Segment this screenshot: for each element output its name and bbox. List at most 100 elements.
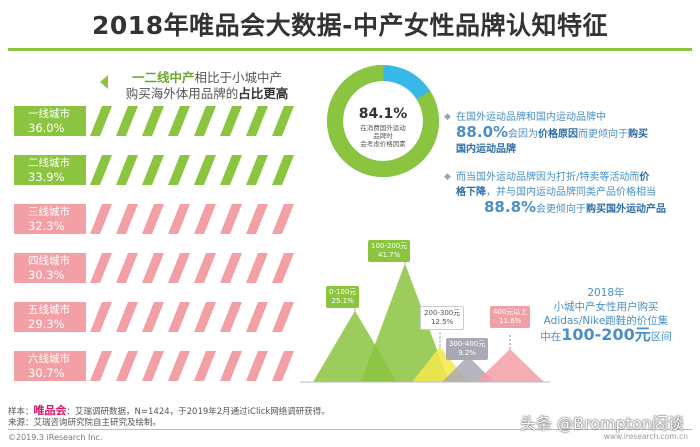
stripe xyxy=(90,106,112,136)
donut-center: 84.1% 在消费国外运动 品牌时 会考虑价格因素 xyxy=(338,106,428,148)
headline-part3: 购买海外体用品牌的 xyxy=(125,86,239,101)
price-peak xyxy=(476,349,544,382)
note1-mid1: 会因为 xyxy=(508,129,539,140)
stripe xyxy=(246,302,268,332)
city-box: 四线城市 30.3% xyxy=(14,253,86,283)
stripe xyxy=(142,106,164,136)
stripe xyxy=(220,351,242,381)
city-row: 三线城市 32.3% xyxy=(14,204,296,234)
price-category: 100-200元 xyxy=(371,242,408,250)
stripe xyxy=(220,302,242,332)
chart-summary: 2018年 小城中产女性用户购买 Adidas/Nike跑鞋的价位集 中在100… xyxy=(522,286,690,344)
stripe xyxy=(272,253,294,283)
price-label: 300-400元 9.2% xyxy=(446,338,489,360)
city-label: 四线城市 xyxy=(28,255,70,267)
stripe xyxy=(194,302,216,332)
city-row: 四线城市 30.3% xyxy=(14,253,296,283)
city-value: 32.3% xyxy=(28,219,65,233)
note2-bold2: 格下降 xyxy=(456,187,486,198)
site-url: www.iresearch.com.cn xyxy=(603,432,688,441)
footer-source-text: 来源：艾瑞咨询研究院自主研究及绘制。 xyxy=(8,418,162,428)
diamond-bullet-icon: ◆ xyxy=(444,172,451,182)
price-value: 41.7% xyxy=(378,251,401,259)
city-row: 二线城市 33.9% xyxy=(14,155,296,185)
footer-sample-label: 样本： xyxy=(8,407,34,417)
note1-bold2: 购买 xyxy=(628,129,649,140)
city-box: 五线城市 29.3% xyxy=(14,302,86,332)
watermark: 头条 @Brompton闲谈 xyxy=(519,414,684,433)
headline-part2: 相比于小城中产 xyxy=(194,70,283,85)
headline-text: 一二线中产相比于小城中产 购买海外体用品牌的占比更高 xyxy=(112,70,302,102)
city-value: 30.7% xyxy=(28,366,65,380)
stripe xyxy=(220,204,242,234)
stripe xyxy=(194,351,216,381)
donut-desc-3: 会考虑价格因素 xyxy=(360,140,406,148)
donut-desc-1: 在消费国外运动 xyxy=(360,124,406,132)
diamond-bullet-icon: ◆ xyxy=(444,112,451,122)
city-row: 一线城市 36.0% xyxy=(14,106,296,136)
note1-bold1: 价格原因 xyxy=(538,129,579,140)
price-label: 100-200元 41.7% xyxy=(368,240,411,262)
stripe xyxy=(116,351,138,381)
price-category: 300-400元 xyxy=(449,340,486,348)
city-stripes xyxy=(90,204,294,234)
city-box: 六线城市 30.7% xyxy=(14,351,86,381)
summary-line3: Adidas/Nike跑鞋的价位集 xyxy=(543,315,669,327)
stripe xyxy=(168,106,190,136)
city-value: 33.9% xyxy=(28,170,65,184)
stripe xyxy=(116,253,138,283)
price-label: 400元以上 11.6% xyxy=(490,306,531,328)
stripe xyxy=(246,204,268,234)
stripe xyxy=(168,155,190,185)
city-row: 五线城市 29.3% xyxy=(14,302,296,332)
note1-line1: 在国外运动品牌和国内运动品牌中 xyxy=(456,112,606,123)
stripe xyxy=(116,155,138,185)
city-stripes xyxy=(90,302,294,332)
price-category: 0-100元 xyxy=(329,288,357,296)
city-value: 30.3% xyxy=(28,268,65,282)
note1-big: 88.0% xyxy=(456,123,509,141)
note1-line3: 国内运动品牌 xyxy=(456,144,516,155)
headline-arrow-icon xyxy=(100,75,108,89)
city-stripes xyxy=(90,106,294,136)
city-stripes xyxy=(90,253,294,283)
stripe xyxy=(194,106,216,136)
price-value: 25.1% xyxy=(331,297,354,305)
footer-brand-logo: 唯品会 xyxy=(33,404,67,417)
city-stripes xyxy=(90,351,294,381)
summary-line4b: 区间 xyxy=(650,331,672,343)
stripe xyxy=(272,155,294,185)
stripe xyxy=(272,351,294,381)
price-category: 200-300元 xyxy=(424,309,461,317)
stripe xyxy=(272,204,294,234)
summary-big: 100-200元 xyxy=(561,325,651,344)
note2-big: 88.8% xyxy=(484,198,537,216)
price-category: 400元以上 xyxy=(493,308,528,316)
stripe xyxy=(142,155,164,185)
headline-part4: 占比更高 xyxy=(238,86,289,101)
city-box: 一线城市 36.0% xyxy=(14,106,86,136)
headline-part1: 一二线中产 xyxy=(131,70,195,85)
donut-desc-2: 品牌时 xyxy=(373,132,393,140)
stripe xyxy=(194,253,216,283)
price-peak xyxy=(442,355,494,382)
note2-bold3: 购买国外运动产品 xyxy=(586,204,667,215)
stripe xyxy=(116,204,138,234)
stripe xyxy=(168,302,190,332)
stripe xyxy=(194,204,216,234)
note2-line1: 而当国外运动品牌因为打折/特卖等活动而 xyxy=(456,172,640,183)
stripe xyxy=(246,253,268,283)
city-label: 三线城市 xyxy=(28,206,70,218)
footer-sample-text: ：艾瑞调研数据，N=1424，于2019年2月通过iClick网络调研获得。 xyxy=(66,407,330,417)
copyright: ©2019.3 iResearch Inc. xyxy=(8,433,103,442)
stripe xyxy=(246,351,268,381)
stripe xyxy=(220,155,242,185)
stripe xyxy=(220,253,242,283)
city-box: 二线城市 33.9% xyxy=(14,155,86,185)
stripe xyxy=(142,351,164,381)
stripe xyxy=(168,351,190,381)
stripe xyxy=(90,204,112,234)
stripe xyxy=(194,155,216,185)
price-peak xyxy=(361,263,449,382)
note2-bold1: 价 xyxy=(639,172,650,183)
